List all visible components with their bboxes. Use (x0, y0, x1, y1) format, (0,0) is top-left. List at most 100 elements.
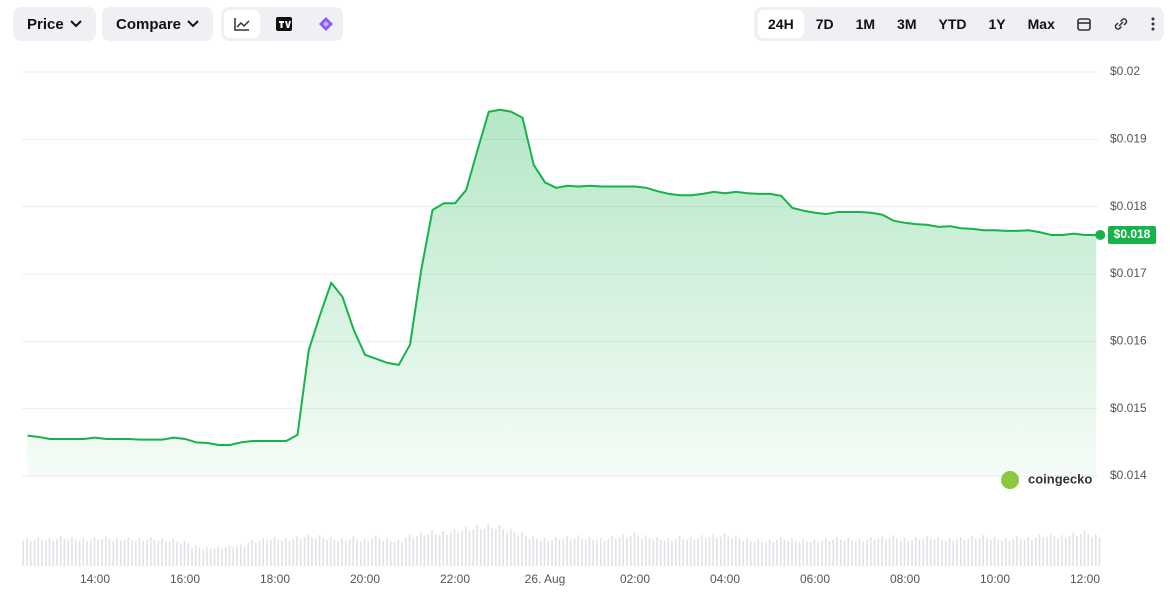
volume-bar (982, 535, 985, 566)
volume-bar (596, 540, 598, 566)
more-icon[interactable] (1141, 10, 1165, 38)
volume-bar (641, 538, 643, 566)
range-button[interactable]: 3M (897, 16, 917, 32)
volume-bar (862, 541, 864, 566)
price-label: Price (27, 15, 64, 33)
calendar-icon[interactable] (1067, 10, 1101, 38)
volume-bar (1072, 532, 1075, 566)
volume-bar (405, 537, 407, 566)
volume-bar (431, 530, 433, 566)
volume-bar (948, 538, 951, 566)
volume-bar (153, 539, 156, 566)
volume-bar (206, 547, 208, 566)
volume-bar (45, 540, 47, 566)
volume-bar (1023, 539, 1026, 566)
volume-bar (1057, 538, 1060, 566)
volume-bar (633, 532, 636, 566)
volume-bar (386, 538, 388, 566)
range-button[interactable]: 24H (758, 10, 804, 38)
price-button[interactable]: Price (13, 7, 96, 41)
volume-bar (101, 539, 103, 566)
volume-bar (776, 539, 778, 566)
volume-bar (97, 539, 99, 566)
volume-bar (315, 538, 317, 566)
line-chart-icon[interactable] (224, 10, 260, 38)
volume-bar (551, 539, 553, 566)
volume-bar (236, 546, 238, 566)
volume-bar (247, 542, 250, 566)
volume-bar (498, 524, 501, 566)
volume-bar (74, 539, 77, 566)
volume-bar (851, 540, 853, 566)
volume-bar (569, 539, 572, 566)
volume-bar (704, 538, 707, 566)
price-tag (1108, 225, 1156, 244)
x-tick-label: 22:00 (440, 572, 470, 586)
x-tick-label: 12:00 (1070, 572, 1100, 586)
x-tick-label: 16:00 (170, 572, 200, 586)
volume-bar (611, 536, 613, 566)
volume-bar (652, 539, 655, 566)
volume-bar (341, 538, 343, 566)
volume-bar (959, 537, 962, 566)
volume-bar (299, 539, 302, 566)
range-button[interactable]: Max (1027, 16, 1055, 32)
volume-bar (442, 531, 445, 566)
y-tick-label: $0.018 (1110, 199, 1147, 213)
range-button[interactable]: 1Y (988, 16, 1006, 32)
volume-bar (311, 537, 313, 566)
range-button[interactable]: 1M (855, 16, 876, 32)
volume-bar (813, 539, 816, 566)
volume-bar (78, 540, 81, 566)
volume-bar (318, 535, 321, 566)
last-point (1095, 229, 1106, 240)
volume-bar (686, 539, 688, 566)
volume-bar (1004, 538, 1007, 566)
volume-bar (1042, 537, 1044, 566)
volume-bar (922, 539, 925, 566)
volume-bar (554, 537, 557, 566)
volume-bar (1068, 535, 1071, 566)
volume-bar (397, 539, 400, 566)
volume-bar (682, 539, 684, 566)
volume-bar (135, 540, 137, 566)
y-tick-label: $0.015 (1110, 401, 1147, 415)
volume-bar (33, 539, 36, 566)
volume-bar (344, 540, 347, 566)
volume-bar (329, 537, 332, 566)
x-tick-label: 18:00 (260, 572, 290, 586)
volume-bar (566, 536, 568, 566)
range-button[interactable]: YTD (938, 16, 967, 32)
volume-bar (363, 538, 366, 566)
volume-bar (952, 540, 954, 566)
range-button[interactable]: 7D (815, 16, 834, 32)
volume-bar (367, 541, 369, 566)
volume-bar (360, 541, 362, 566)
tradingview-icon[interactable] (266, 10, 302, 38)
watermark: coingecko (1028, 471, 1092, 486)
gem-icon[interactable] (308, 10, 344, 38)
volume-bar (232, 547, 234, 566)
volume-bar (22, 540, 25, 566)
volume-bar (348, 539, 351, 566)
volume-bar (483, 528, 486, 566)
compare-button[interactable]: Compare (102, 7, 214, 41)
volume-bar (656, 537, 658, 566)
volume-bar (907, 540, 909, 566)
compare-label: Compare (116, 15, 182, 33)
volume-bar (48, 538, 51, 566)
volume-bar (783, 539, 786, 566)
volume-bar (581, 538, 583, 566)
volume-bar (495, 529, 497, 566)
volume-bar (540, 540, 542, 566)
volume-bar (356, 539, 358, 566)
volume-bar (847, 538, 850, 566)
volume-bar (900, 540, 902, 566)
volume-bar (866, 539, 868, 566)
volume-bar (562, 539, 565, 566)
chevron (187, 20, 199, 28)
link-icon[interactable] (1103, 10, 1139, 38)
volume-bar (112, 540, 115, 566)
volume-bar (918, 539, 921, 566)
volume-bar (123, 539, 126, 566)
